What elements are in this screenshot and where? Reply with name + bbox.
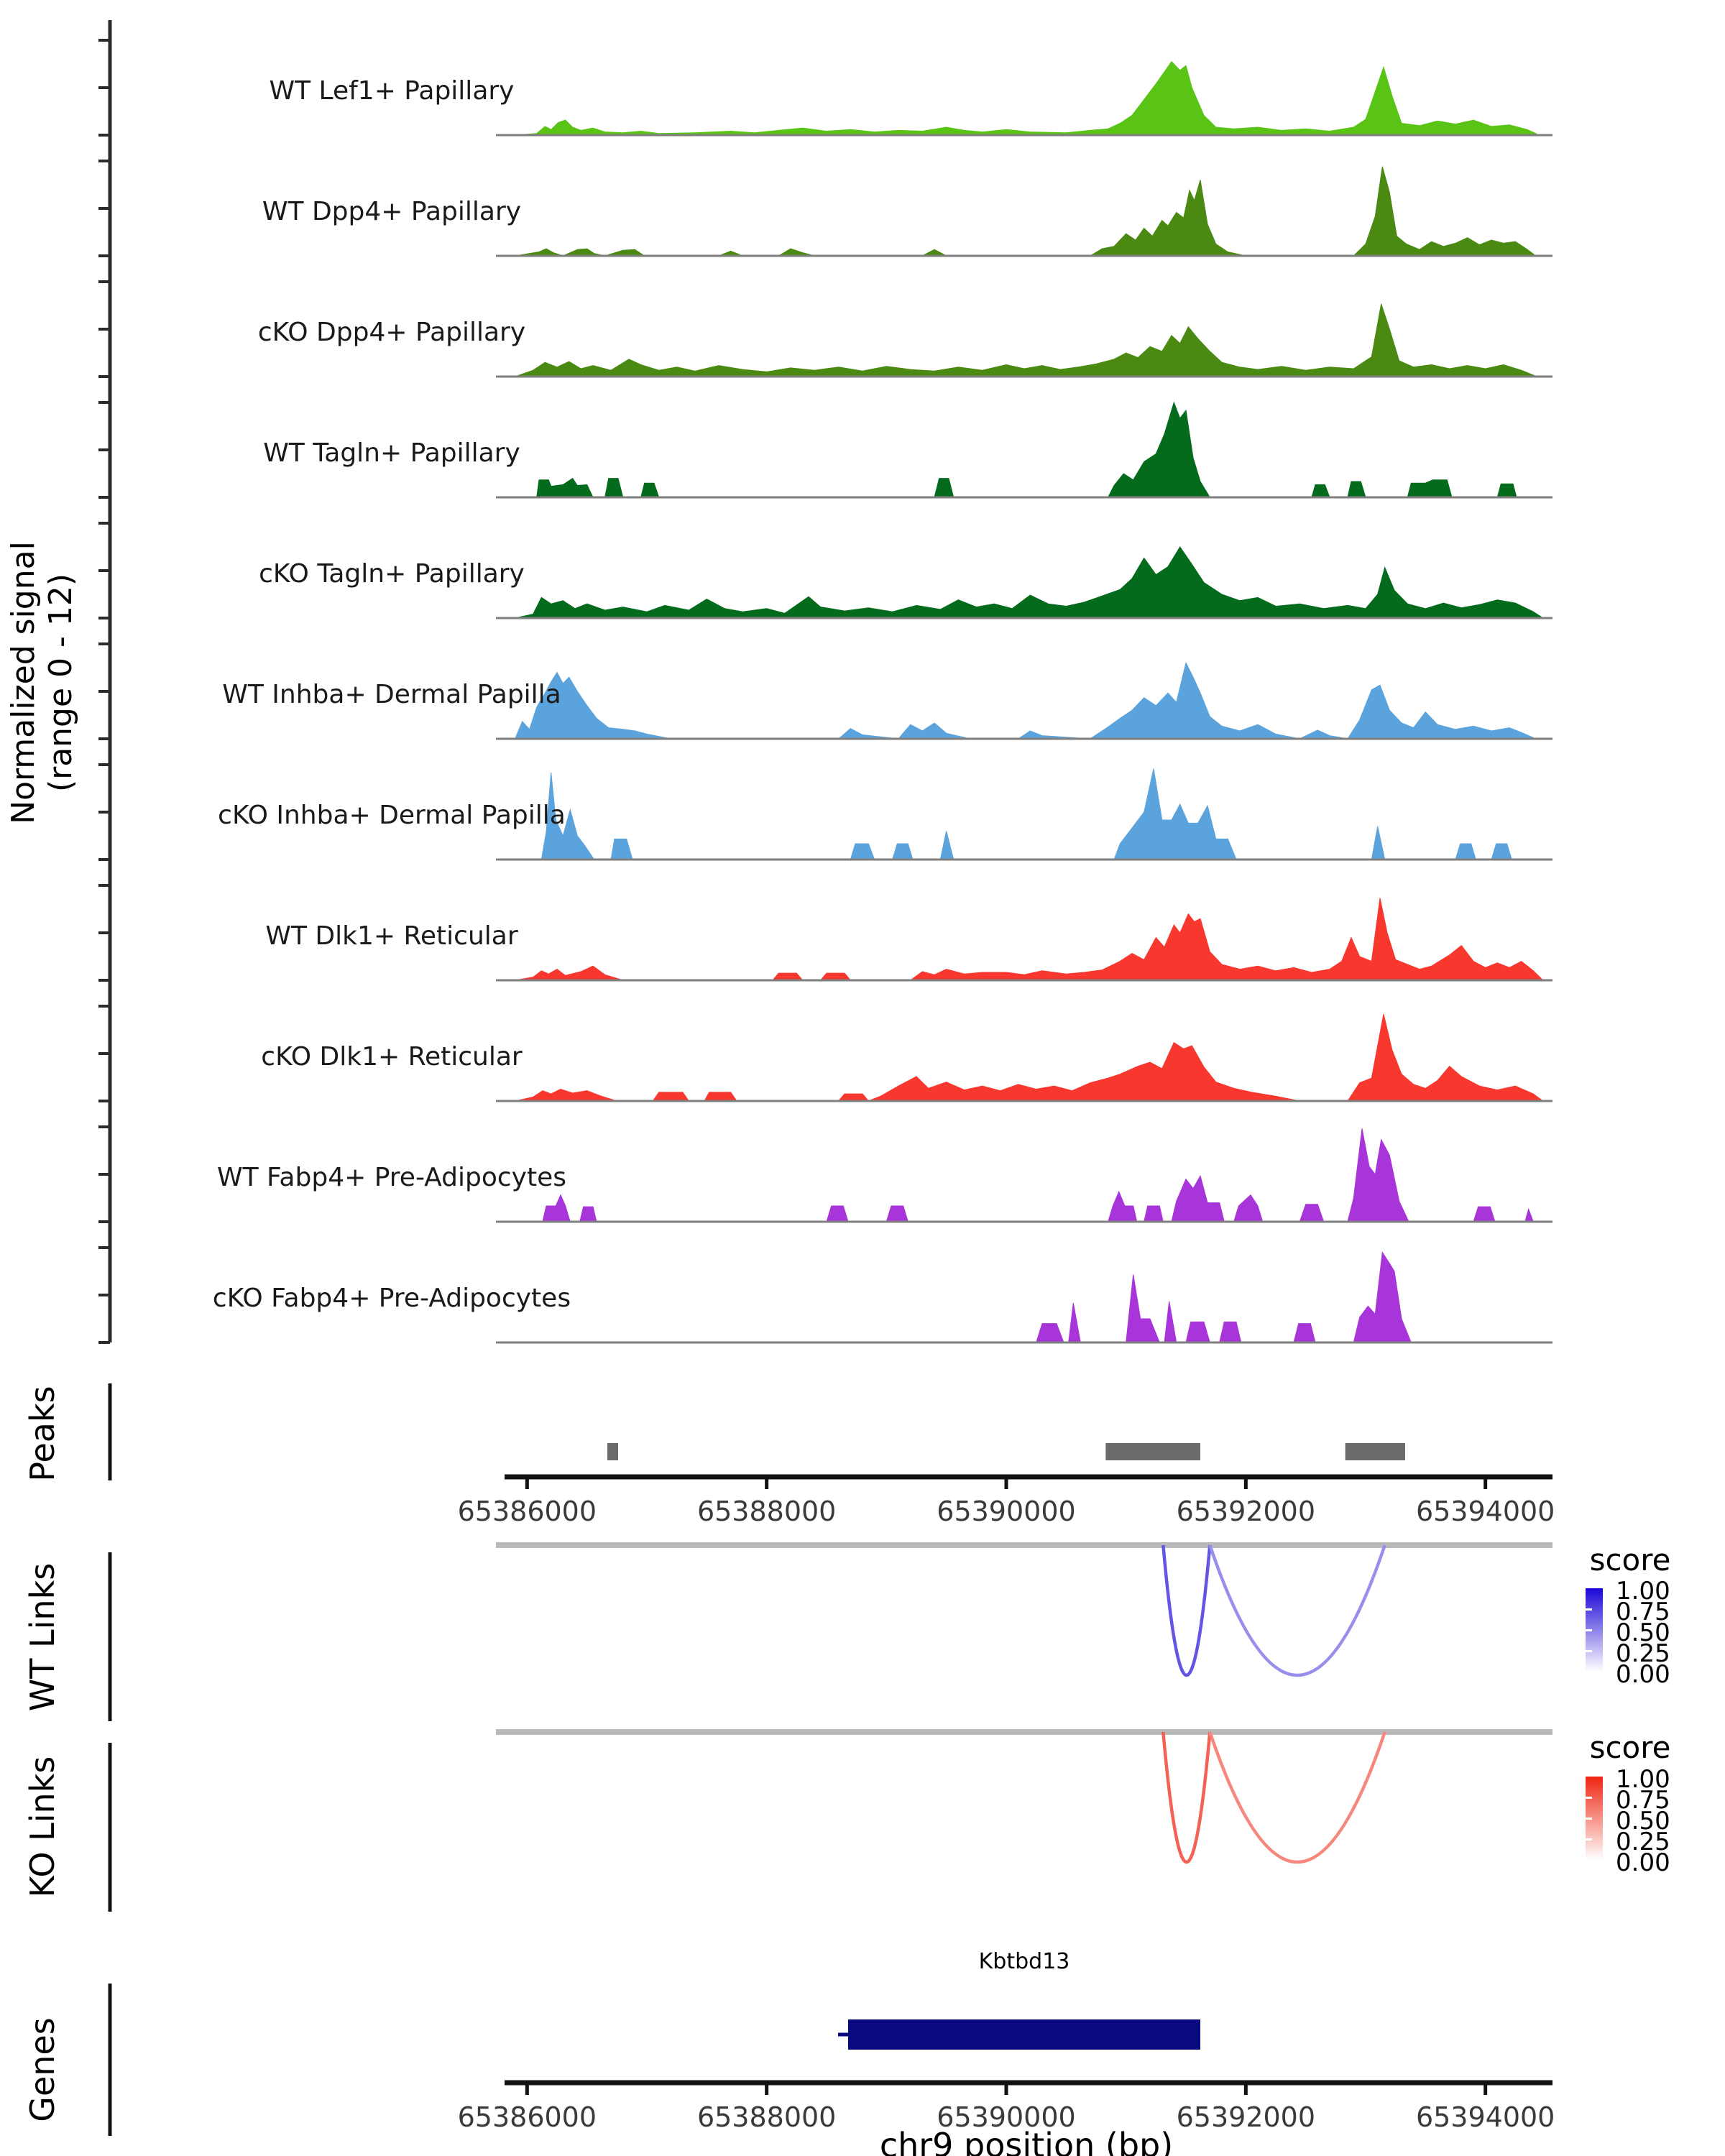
colorbar-tick (1586, 1838, 1592, 1841)
axis-tick-label: 65394000 (1415, 2101, 1555, 2133)
axis-tick-label: 65388000 (696, 1496, 837, 1527)
wt-score-legend-title: score (1589, 1542, 1671, 1577)
link-arc (1208, 1731, 1386, 1864)
axis-tick-label: 65386000 (457, 1496, 597, 1527)
axis-tick-label: 65394000 (1415, 1496, 1555, 1527)
legend-tick-label: 0.75 (1616, 1786, 1670, 1815)
x-axis-title: chr9 position (bp) (879, 2126, 1174, 2156)
legend-tick-label: 1.00 (1616, 1765, 1670, 1794)
peak-region (1345, 1443, 1405, 1460)
y-axis-label-line1: Normalized signal (5, 541, 42, 824)
signal-area (515, 1251, 1543, 1343)
signal-area (515, 303, 1537, 377)
ko-score-legend-title: score (1589, 1730, 1671, 1765)
signal-area (515, 898, 1544, 981)
ko-score-colorbar (1586, 1777, 1603, 1860)
links-top-line (496, 1729, 1552, 1735)
axis-tick-label: 65392000 (1176, 1496, 1316, 1527)
gene-label: Kbtbd13 (978, 1949, 1070, 1974)
signal-area (515, 546, 1545, 619)
y-axis-label-line2: (range 0 - 12) (42, 573, 79, 793)
legend-tick-label: 0.00 (1616, 1660, 1670, 1689)
track-label: WT Inhba+ Dermal Papilla (222, 680, 561, 709)
panel-label-genes: Genes (23, 2017, 62, 2122)
axis-tick-label: 65386000 (457, 2101, 597, 2133)
signal-area (514, 661, 1536, 740)
legend-tick-label: 0.00 (1616, 1848, 1670, 1877)
colorbar-tick (1586, 1629, 1592, 1631)
legend-tick-label: 0.75 (1616, 1598, 1670, 1626)
colorbar-tick (1586, 1818, 1592, 1820)
track-label: WT Dpp4+ Papillary (262, 197, 522, 226)
link-arc (1162, 1731, 1212, 1864)
track-label: cKO Dpp4+ Papillary (257, 318, 526, 347)
track-label: WT Lef1+ Papillary (269, 76, 515, 106)
link-arc (1208, 1544, 1386, 1677)
axis-tick-label: 65390000 (937, 2101, 1076, 2133)
track-label: cKO Fabp4+ Pre-Adipocytes (212, 1284, 571, 1313)
gene-body (848, 2019, 1200, 2050)
links-top-line (496, 1542, 1552, 1548)
legend-tick-label: 0.25 (1616, 1639, 1670, 1668)
signal-area (515, 166, 1537, 257)
colorbar-tick (1586, 1797, 1592, 1799)
y-axis-label: Normalized signal (range 0 - 12) (5, 287, 84, 1078)
colorbar-tick (1586, 1608, 1592, 1611)
track-label: WT Dlk1+ Reticular (265, 921, 518, 951)
wt-score-colorbar (1586, 1588, 1603, 1672)
peak-region (1105, 1443, 1200, 1460)
legend-tick-label: 0.50 (1616, 1807, 1670, 1835)
colorbar-tick (1586, 1650, 1592, 1652)
axis-tick-label: 65390000 (937, 1496, 1076, 1527)
axis-tick-label: 65388000 (696, 2101, 837, 2133)
track-label: cKO Tagln+ Papillary (259, 559, 525, 589)
signal-area (515, 1128, 1543, 1222)
peak-region (607, 1443, 618, 1460)
legend-tick-label: 1.00 (1616, 1577, 1670, 1606)
signal-area (515, 60, 1540, 136)
link-arc (1162, 1544, 1212, 1677)
track-label: cKO Inhba+ Dermal Papilla (218, 801, 566, 830)
track-label: WT Tagln+ Papillary (263, 438, 520, 468)
signal-area (515, 768, 1540, 860)
signal-area (515, 401, 1540, 498)
signal-area (515, 1013, 1545, 1102)
track-label: cKO Dlk1+ Reticular (261, 1042, 523, 1072)
axis-tick-label: 65392000 (1176, 2101, 1316, 2133)
legend-tick-label: 0.50 (1616, 1618, 1670, 1647)
track-label: WT Fabp4+ Pre-Adipocytes (217, 1163, 566, 1192)
legend-tick-label: 0.25 (1616, 1828, 1670, 1856)
